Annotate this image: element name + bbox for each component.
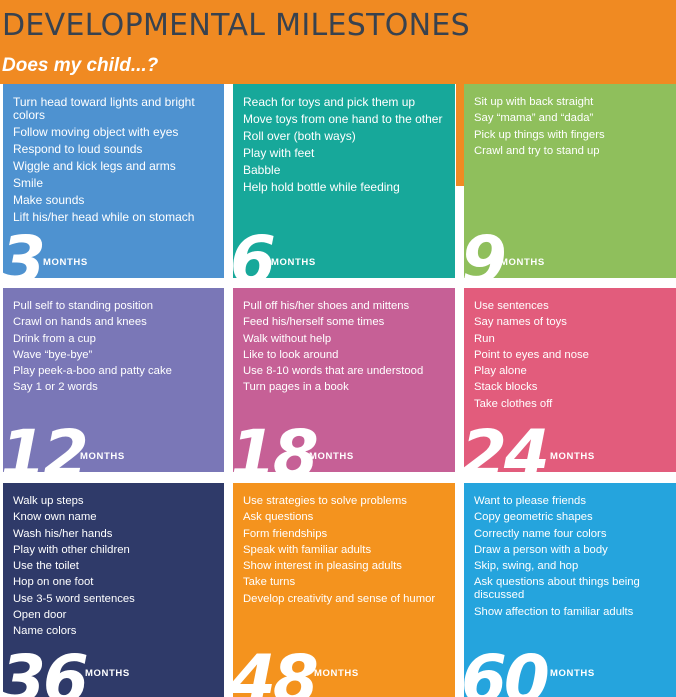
milestone-item: Show interest in pleasing adults (243, 560, 402, 573)
milestone-list: Reach for toys and pick them up Move toys… (243, 96, 447, 198)
milestone-tile-18-months: Pull off his/her shoes and mittens Feed h… (233, 288, 455, 472)
age-number: 6 (233, 222, 276, 279)
milestone-item: Crawl on hands and knees (13, 316, 147, 329)
milestone-item: Wave “bye-bye” (13, 348, 93, 361)
milestone-list: Turn head toward lights and bright color… (13, 96, 216, 228)
milestone-item: Wash his/her hands (13, 527, 113, 540)
milestone-item: Know own name (13, 511, 97, 524)
page-title: DEVELOPMENTAL MILESTONES (2, 8, 470, 43)
milestone-item: Smile (13, 176, 44, 190)
age-unit: MONTHS (271, 257, 316, 268)
header-banner (0, 0, 676, 84)
milestone-item: Open door (13, 609, 67, 622)
milestone-item: Ask questions (243, 511, 314, 524)
milestone-item: Develop creativity and sense of humor (243, 592, 436, 605)
milestone-item: Pick up things with fingers (474, 128, 605, 141)
milestone-item: Skip, swing, and hop (474, 560, 579, 573)
milestone-item: Copy geometric shapes (474, 511, 593, 524)
milestone-item: Play peek-a-boo and patty cake (13, 365, 172, 378)
milestone-item: Use the toilet (13, 560, 79, 573)
milestone-item: Use strategies to solve problems (243, 495, 407, 507)
milestone-item: Follow moving object with eyes (13, 125, 179, 139)
milestone-tile-12-months: Pull self to standing position Crawl on h… (3, 288, 224, 472)
age-unit: MONTHS (500, 257, 545, 268)
milestone-item: Play alone (474, 365, 527, 378)
age-unit: MONTHS (85, 668, 130, 679)
milestone-item: Crawl and try to stand up (474, 144, 600, 157)
milestone-item: Reach for toys and pick them up (243, 95, 416, 109)
milestone-item: Draw a person with a body (474, 543, 608, 556)
milestone-item: Pull self to standing position (13, 300, 154, 312)
milestone-item: Drink from a cup (13, 332, 96, 345)
milestone-list: Pull off his/her shoes and mittens Feed h… (243, 300, 447, 398)
milestone-item: Ask questions about things being discuss… (474, 576, 640, 602)
milestone-item: Point to eyes and nose (474, 348, 589, 361)
milestone-item: Name colors (13, 625, 77, 638)
age-number: 3 (3, 222, 46, 279)
milestone-tile-3-months: Turn head toward lights and bright color… (3, 84, 224, 278)
milestone-item: Move toys from one hand to the other (243, 112, 443, 126)
milestone-item: Roll over (both ways) (243, 129, 356, 143)
age-unit: MONTHS (314, 668, 359, 679)
milestone-item: Babble (243, 163, 281, 177)
milestone-item: Say 1 or 2 words (13, 381, 98, 394)
age-unit: MONTHS (550, 668, 595, 679)
milestone-list: Want to please friends Copy geometric sha… (474, 495, 668, 622)
milestone-item: Stack blocks (474, 381, 538, 394)
age-unit: MONTHS (550, 451, 595, 462)
milestone-item: Speak with familiar adults (243, 543, 372, 556)
age-unit: MONTHS (43, 257, 88, 268)
milestone-item: Play with feet (243, 146, 315, 160)
milestone-item: Correctly name four colors (474, 527, 607, 540)
milestone-item: Walk without help (243, 332, 332, 345)
milestone-item: Use sentences (474, 300, 549, 312)
milestone-item: Use 3-5 word sentences (13, 592, 135, 605)
age-number: 18 (233, 416, 319, 473)
milestone-item: Say “mama” and “dada” (474, 112, 594, 125)
milestone-item: Play with other children (13, 543, 130, 556)
milestone-item: Hop on one foot (13, 576, 94, 589)
milestone-item: Take turns (243, 576, 296, 589)
milestone-tile-9-months: Sit up with back straight Say “mama” and … (464, 84, 676, 278)
milestone-list: Use strategies to solve problems Ask ques… (243, 495, 447, 609)
milestone-item: Show affection to familiar adults (474, 605, 634, 618)
milestone-tile-60-months: Want to please friends Copy geometric sha… (464, 483, 676, 697)
age-number: 48 (233, 641, 319, 697)
milestone-item: Turn head toward lights and bright color… (13, 95, 195, 122)
milestone-item: Turn pages in a book (243, 381, 349, 394)
milestone-list: Use sentences Say names of toys Run Point t… (474, 300, 668, 414)
milestone-item: Pull off his/her shoes and mittens (243, 300, 410, 312)
milestone-list: Pull self to standing position Crawl on h… (13, 300, 216, 398)
milestone-list: Walk up steps Know own name Wash his/her h… (13, 495, 216, 642)
age-number: 36 (3, 641, 89, 697)
milestone-tile-24-months: Use sentences Say names of toys Run Point t… (464, 288, 676, 472)
milestone-item: Use 8-10 words that are understood (243, 365, 424, 378)
milestone-tile-36-months: Walk up steps Know own name Wash his/her h… (3, 483, 224, 697)
age-unit: MONTHS (309, 451, 354, 462)
age-number: 12 (3, 416, 89, 473)
age-number: 24 (464, 416, 550, 473)
milestone-item: Want to please friends (474, 495, 586, 507)
age-number: 9 (464, 222, 507, 279)
milestone-item: Say names of toys (474, 316, 567, 329)
milestone-item: Run (474, 332, 495, 345)
milestone-item: Take clothes off (474, 397, 553, 410)
milestone-item: Form friendships (243, 527, 328, 540)
milestone-item: Sit up with back straight (474, 96, 594, 108)
milestone-tile-6-months: Reach for toys and pick them up Move toys… (233, 84, 455, 278)
age-unit: MONTHS (80, 451, 125, 462)
page-subtitle: Does my child...? (2, 55, 159, 76)
milestone-item: Respond to loud sounds (13, 142, 143, 156)
milestone-item: Walk up steps (13, 495, 84, 507)
milestone-item: Feed his/herself some times (243, 316, 385, 329)
milestone-item: Like to look around (243, 348, 339, 361)
milestone-item: Make sounds (13, 193, 85, 207)
milestone-tile-48-months: Use strategies to solve problems Ask ques… (233, 483, 455, 697)
milestone-item: Wiggle and kick legs and arms (13, 159, 176, 173)
milestone-list: Sit up with back straight Say “mama” and … (474, 96, 668, 161)
age-number: 60 (464, 641, 550, 697)
milestone-item: Lift his/her head while on stomach (13, 210, 195, 224)
milestone-item: Help hold bottle while feeding (243, 180, 400, 194)
